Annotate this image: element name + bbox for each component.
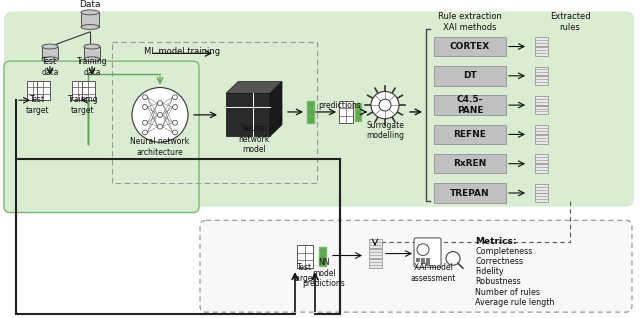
Text: REFNE: REFNE: [454, 130, 486, 139]
Bar: [534, 47, 547, 56]
Bar: [369, 249, 381, 258]
Bar: [81, 81, 95, 100]
Bar: [534, 184, 547, 192]
Bar: [81, 12, 99, 27]
Bar: [26, 81, 40, 100]
Bar: [84, 46, 100, 59]
Bar: [534, 164, 547, 173]
Bar: [421, 259, 425, 264]
Text: Completeness: Completeness: [475, 247, 532, 256]
Bar: [42, 46, 58, 59]
Text: Metrics:: Metrics:: [475, 237, 516, 246]
Circle shape: [371, 92, 399, 119]
Text: predictions: predictions: [318, 100, 361, 110]
Text: NN
model
predictions: NN model predictions: [303, 258, 346, 288]
Bar: [534, 96, 547, 105]
Circle shape: [143, 120, 147, 125]
Bar: [112, 42, 317, 183]
Circle shape: [173, 120, 177, 125]
Ellipse shape: [81, 24, 99, 30]
Text: Fidelity: Fidelity: [475, 267, 504, 276]
Bar: [339, 101, 353, 123]
Circle shape: [143, 130, 147, 135]
Bar: [534, 193, 547, 202]
Circle shape: [157, 124, 163, 129]
Ellipse shape: [42, 44, 58, 49]
Circle shape: [157, 113, 163, 117]
Ellipse shape: [84, 44, 100, 49]
FancyBboxPatch shape: [4, 61, 199, 212]
Circle shape: [173, 105, 177, 109]
Bar: [416, 259, 420, 262]
Text: CORTEX: CORTEX: [450, 42, 490, 51]
Bar: [534, 135, 547, 144]
Text: Average rule length: Average rule length: [475, 298, 554, 307]
Text: Correctness: Correctness: [475, 257, 523, 266]
Text: DT: DT: [463, 71, 477, 80]
Bar: [534, 37, 547, 46]
Text: Neural
network
model: Neural network model: [238, 124, 269, 154]
Text: Extracted
rules: Extracted rules: [550, 12, 590, 32]
Text: TREPAN: TREPAN: [450, 189, 490, 197]
Bar: [355, 103, 361, 121]
Text: RxREN: RxREN: [453, 159, 486, 168]
Bar: [534, 76, 547, 85]
Polygon shape: [270, 82, 282, 136]
Polygon shape: [226, 93, 270, 136]
Bar: [534, 155, 547, 163]
Ellipse shape: [81, 10, 99, 15]
Text: Training
data: Training data: [77, 57, 108, 77]
Text: Data: Data: [79, 0, 100, 10]
Text: Surrogate
modelling: Surrogate modelling: [366, 121, 404, 140]
Circle shape: [157, 101, 163, 106]
Bar: [534, 125, 547, 134]
Ellipse shape: [84, 57, 100, 62]
Bar: [369, 259, 381, 268]
Bar: [434, 125, 506, 144]
Circle shape: [143, 105, 147, 109]
Text: Test
target: Test target: [26, 95, 50, 115]
Text: Test
data: Test data: [41, 57, 59, 77]
Bar: [426, 259, 430, 266]
Ellipse shape: [42, 57, 58, 62]
Bar: [434, 66, 506, 86]
Circle shape: [379, 99, 391, 111]
Text: Robustness: Robustness: [475, 278, 521, 287]
Bar: [434, 95, 506, 115]
Circle shape: [173, 130, 177, 135]
Bar: [72, 81, 84, 100]
Text: Rule extraction
XAI methods: Rule extraction XAI methods: [438, 12, 502, 32]
FancyBboxPatch shape: [200, 220, 632, 312]
Text: Number of rules: Number of rules: [475, 288, 540, 297]
Bar: [319, 247, 326, 266]
Text: Test
target: Test target: [293, 263, 317, 283]
FancyBboxPatch shape: [4, 11, 634, 207]
Text: Neural network
architecture: Neural network architecture: [131, 137, 189, 157]
Bar: [434, 154, 506, 174]
Bar: [36, 81, 49, 100]
Bar: [297, 245, 313, 268]
Circle shape: [173, 95, 177, 100]
Bar: [369, 239, 381, 248]
Circle shape: [132, 87, 188, 142]
Bar: [534, 66, 547, 75]
Bar: [434, 183, 506, 203]
Text: C4.5-
PANE: C4.5- PANE: [457, 95, 483, 115]
Circle shape: [143, 95, 147, 100]
Bar: [307, 101, 314, 123]
Polygon shape: [226, 82, 282, 93]
Text: ML model training: ML model training: [144, 47, 220, 57]
FancyBboxPatch shape: [414, 238, 441, 267]
Text: Training
target: Training target: [68, 95, 99, 115]
Text: XAI model
assessment: XAI model assessment: [410, 263, 456, 283]
Bar: [434, 37, 506, 56]
Bar: [534, 106, 547, 114]
